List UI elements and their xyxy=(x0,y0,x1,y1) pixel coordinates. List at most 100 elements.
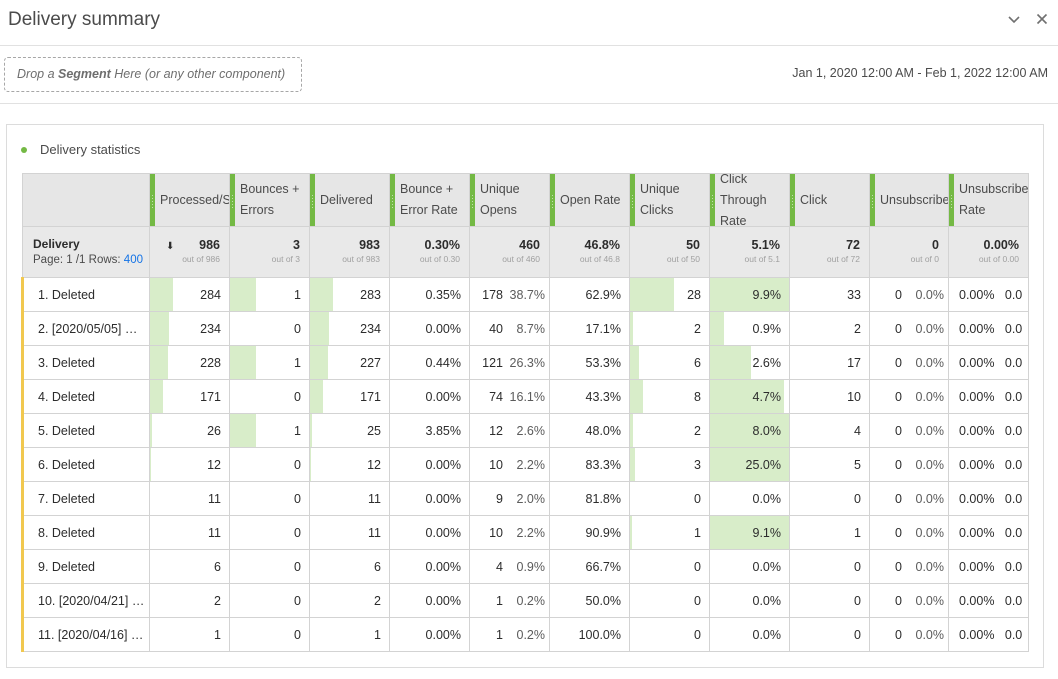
metric-cell[interactable]: 11 xyxy=(149,515,230,550)
metric-cell[interactable]: 0 0.0% xyxy=(869,549,949,584)
metric-cell[interactable]: 8 xyxy=(629,379,710,414)
metric-cell[interactable]: 0 0.0% xyxy=(869,379,949,414)
metric-cell[interactable]: 2 xyxy=(629,311,710,346)
metric-cell[interactable]: 0.00% xyxy=(389,515,470,550)
metric-cell[interactable]: 11 xyxy=(149,481,230,516)
metric-cell[interactable]: 283 xyxy=(309,277,390,312)
metric-cell[interactable]: 0.00% 0.0 xyxy=(948,345,1029,380)
metric-cell[interactable]: 0 xyxy=(789,549,870,584)
table-row[interactable]: 8. Deleted 11 0 11 0.00% 10 2.2% 90.9% 1 9.1% 1 0 0.… xyxy=(21,515,1029,550)
metric-cell[interactable]: 0.0% xyxy=(709,481,790,516)
metric-cell[interactable]: 1 xyxy=(229,413,310,448)
metric-cell[interactable]: 0.00% 0.0 xyxy=(948,277,1029,312)
metric-cell[interactable]: 9 2.0% xyxy=(469,481,550,516)
metric-cell[interactable]: 171 xyxy=(149,379,230,414)
metric-cell[interactable]: 1 xyxy=(629,515,710,550)
metric-cell[interactable]: 0.0% xyxy=(709,549,790,584)
metric-cell[interactable]: 3 xyxy=(629,447,710,482)
metric-cell[interactable]: 0.9% xyxy=(709,311,790,346)
metric-cell[interactable]: 0 0.0% xyxy=(869,583,949,618)
metric-cell[interactable]: 0 xyxy=(629,617,710,652)
metric-cell[interactable]: 1 xyxy=(229,277,310,312)
table-row[interactable]: 2. [2020/05/05] … 234 0 234 0.00% 40 8.7% 17.1%… xyxy=(21,311,1029,346)
metric-cell[interactable]: 228 xyxy=(149,345,230,380)
metric-cell[interactable]: 6 xyxy=(629,345,710,380)
metric-cell[interactable]: 0 xyxy=(229,617,310,652)
metric-cell[interactable]: 0.0% xyxy=(709,583,790,618)
metric-cell[interactable]: 121 26.3% xyxy=(469,345,550,380)
metric-cell[interactable]: 10 xyxy=(789,379,870,414)
row-name[interactable]: 7. Deleted xyxy=(21,481,150,516)
row-name[interactable]: 10. [2020/04/21] … xyxy=(21,583,150,618)
metric-cell[interactable]: 1 xyxy=(229,345,310,380)
sort-descending-icon[interactable]: ⬇ xyxy=(166,241,175,252)
metric-cell[interactable]: 4 xyxy=(789,413,870,448)
column-header[interactable]: Click Through Rate xyxy=(709,173,790,227)
table-row[interactable]: 11. [2020/04/16] … 1 0 1 0.00% 1 0.2% 100.0% 0 0.… xyxy=(21,617,1029,652)
metric-cell[interactable]: 100.0% xyxy=(549,617,630,652)
table-row[interactable]: 7. Deleted 11 0 11 0.00% 9 2.0% 81.8% 0 0.0% 0 0 0.0… xyxy=(21,481,1029,516)
metric-cell[interactable]: 0 xyxy=(229,481,310,516)
table-row[interactable]: 5. Deleted 26 1 25 3.85% 12 2.6% 48.0% 2 8.0% 4 0 0.… xyxy=(21,413,1029,448)
metric-cell[interactable]: 284 xyxy=(149,277,230,312)
table-row[interactable]: 4. Deleted 171 0 171 0.00% 74 16.1% 43.3% 8 4.7% 1… xyxy=(21,379,1029,414)
metric-cell[interactable]: 0 xyxy=(229,583,310,618)
metric-cell[interactable]: 11 xyxy=(309,515,390,550)
row-name[interactable]: 8. Deleted xyxy=(21,515,150,550)
metric-cell[interactable]: 0.00% xyxy=(389,583,470,618)
metric-cell[interactable]: 0.44% xyxy=(389,345,470,380)
table-row[interactable]: 1. Deleted 284 1 283 0.35% 178 38.7% 62.9% 28 9.9… xyxy=(21,277,1029,312)
metric-cell[interactable]: 12 xyxy=(149,447,230,482)
metric-cell[interactable]: 25.0% xyxy=(709,447,790,482)
metric-cell[interactable]: 50.0% xyxy=(549,583,630,618)
row-name[interactable]: 6. Deleted xyxy=(21,447,150,482)
column-header[interactable]: Bounces + Errors xyxy=(229,173,310,227)
metric-cell[interactable]: 0 xyxy=(229,515,310,550)
metric-cell[interactable]: 2 xyxy=(789,311,870,346)
metric-cell[interactable]: 0 xyxy=(229,379,310,414)
row-name[interactable]: 11. [2020/04/16] … xyxy=(21,617,150,652)
metric-cell[interactable]: 62.9% xyxy=(549,277,630,312)
metric-cell[interactable]: 17 xyxy=(789,345,870,380)
row-name[interactable]: 3. Deleted xyxy=(21,345,150,380)
metric-cell[interactable]: 53.3% xyxy=(549,345,630,380)
metric-cell[interactable]: 9.1% xyxy=(709,515,790,550)
metric-cell[interactable]: 81.8% xyxy=(549,481,630,516)
metric-cell[interactable]: 171 xyxy=(309,379,390,414)
metric-cell[interactable]: 0.00% 0.0 xyxy=(948,617,1029,652)
column-header[interactable]: Bounce + Error Rate xyxy=(389,173,470,227)
metric-cell[interactable]: 0 xyxy=(629,549,710,584)
metric-cell[interactable]: 6 xyxy=(309,549,390,584)
metric-cell[interactable]: 1 xyxy=(789,515,870,550)
metric-cell[interactable]: 0 0.0% xyxy=(869,447,949,482)
table-row[interactable]: 6. Deleted 12 0 12 0.00% 10 2.2% 83.3% 3 25.0% 5 0 0… xyxy=(21,447,1029,482)
metric-cell[interactable]: 0.00% 0.0 xyxy=(948,379,1029,414)
metric-cell[interactable]: 12 2.6% xyxy=(469,413,550,448)
metric-cell[interactable]: 3.85% xyxy=(389,413,470,448)
metric-cell[interactable]: 0 0.0% xyxy=(869,413,949,448)
metric-cell[interactable]: 43.3% xyxy=(549,379,630,414)
metric-cell[interactable]: 0 0.0% xyxy=(869,311,949,346)
metric-cell[interactable]: 1 0.2% xyxy=(469,617,550,652)
metric-cell[interactable]: 2 xyxy=(149,583,230,618)
row-name[interactable]: 4. Deleted xyxy=(21,379,150,414)
column-header[interactable]: Delivered xyxy=(309,173,390,227)
segment-drop-zone[interactable]: Drop a Segment Here (or any other compon… xyxy=(4,57,302,92)
metric-cell[interactable]: 234 xyxy=(309,311,390,346)
metric-cell[interactable]: 0 xyxy=(789,481,870,516)
metric-cell[interactable]: 2 xyxy=(309,583,390,618)
metric-cell[interactable]: 0 xyxy=(229,549,310,584)
metric-cell[interactable]: 0 xyxy=(629,583,710,618)
column-header[interactable]: Unsubscribe Rate xyxy=(948,173,1029,227)
metric-cell[interactable]: 0.00% 0.0 xyxy=(948,583,1029,618)
metric-cell[interactable]: 40 8.7% xyxy=(469,311,550,346)
metric-cell[interactable]: 10 2.2% xyxy=(469,447,550,482)
metric-cell[interactable]: 4 0.9% xyxy=(469,549,550,584)
metric-cell[interactable]: 0.00% 0.0 xyxy=(948,311,1029,346)
metric-cell[interactable]: 178 38.7% xyxy=(469,277,550,312)
metric-cell[interactable]: 5 xyxy=(789,447,870,482)
column-header[interactable]: Unique Opens xyxy=(469,173,550,227)
metric-cell[interactable]: 48.0% xyxy=(549,413,630,448)
metric-cell[interactable]: 0 0.0% xyxy=(869,617,949,652)
metric-cell[interactable]: 0.0% xyxy=(709,617,790,652)
